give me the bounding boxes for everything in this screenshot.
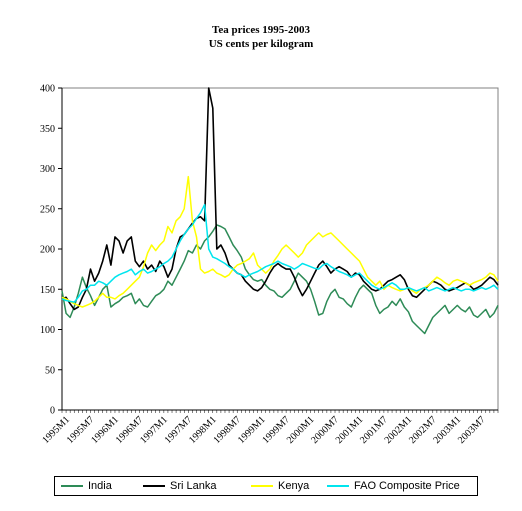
y-tick-label: 0 bbox=[50, 406, 55, 417]
legend-item-sri-lanka: Sri Lanka bbox=[143, 480, 216, 492]
series-line-fao-composite-price bbox=[61, 203, 499, 303]
plot-area bbox=[61, 87, 499, 411]
y-tick-label: 250 bbox=[40, 204, 55, 215]
series-line-sri-lanka bbox=[61, 87, 499, 311]
x-tick-label: 2003M7 bbox=[456, 414, 488, 446]
legend-swatch-fao bbox=[327, 485, 349, 487]
y-tick-label: 300 bbox=[40, 164, 55, 175]
legend-label-sri-lanka: Sri Lanka bbox=[170, 480, 217, 492]
chart-subtitle: US cents per kilogram bbox=[208, 38, 314, 50]
chart-title: Tea prices 1995-2003 bbox=[212, 24, 310, 36]
legend-item-india: India bbox=[61, 480, 112, 492]
legend: India Sri Lanka Kenya FAO Composite Pric… bbox=[54, 476, 478, 496]
legend-label-kenya: Kenya bbox=[278, 480, 310, 492]
series-line-india bbox=[61, 224, 499, 335]
legend-swatch-kenya bbox=[251, 485, 273, 487]
y-tick-label: 200 bbox=[40, 245, 55, 256]
y-tick-label: 50 bbox=[45, 365, 55, 376]
y-tick-label: 100 bbox=[40, 325, 55, 336]
legend-swatch-sri-lanka bbox=[143, 485, 165, 487]
y-tick-label: 150 bbox=[40, 285, 55, 296]
legend-label-india: India bbox=[88, 480, 112, 492]
legend-item-fao: FAO Composite Price bbox=[327, 480, 460, 492]
legend-swatch-india bbox=[61, 485, 83, 487]
legend-item-kenya: Kenya bbox=[251, 480, 309, 492]
y-tick-label: 350 bbox=[40, 124, 55, 135]
y-tick-label: 400 bbox=[40, 84, 55, 95]
legend-label-fao: FAO Composite Price bbox=[354, 480, 460, 492]
